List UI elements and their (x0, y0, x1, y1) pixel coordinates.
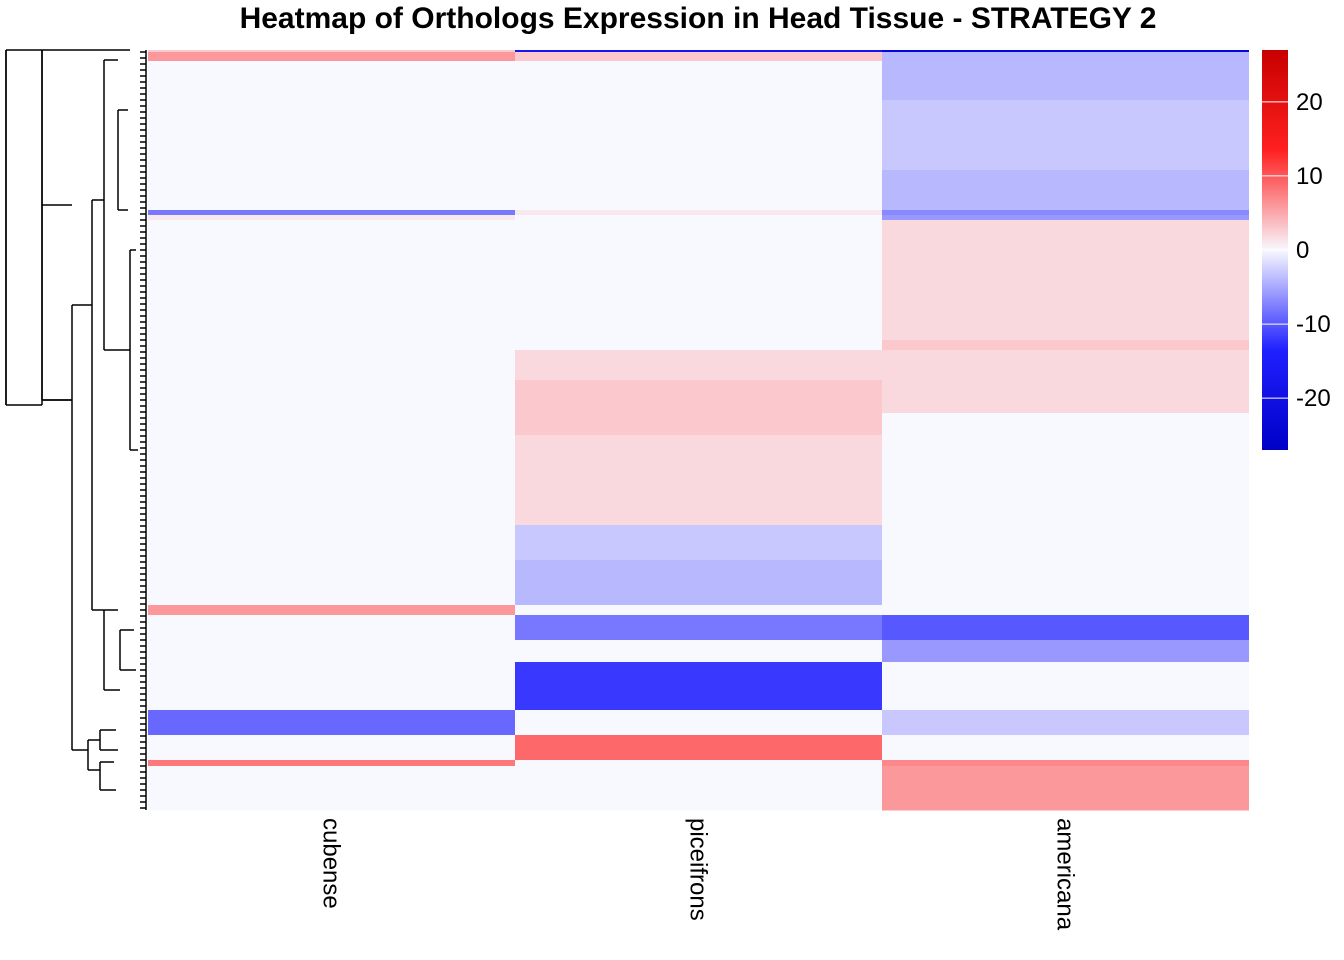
heatmap-cell-piceifrons-block-21 (515, 735, 882, 761)
heatmap-cell-cubense-block-16 (148, 605, 515, 616)
colorbar-tick-label: -10 (1296, 311, 1331, 338)
heatmap-cell-piceifrons-block-22 (515, 760, 882, 767)
heatmap-cell-americana-block-6 (882, 215, 1249, 221)
heatmap-cell-piceifrons-block-12 (515, 413, 882, 436)
heatmap-cell-piceifrons-block-2 (515, 61, 882, 101)
heatmap-cell-cubense-block-18 (148, 640, 515, 663)
heatmap-cell-piceifrons-block-15 (515, 560, 882, 606)
heatmap-cell-americana-block-13 (882, 435, 1249, 526)
heatmap-cell-cubense-block-19 (148, 662, 515, 711)
heatmap-cell-piceifrons-block-16 (515, 605, 882, 616)
heatmap-cell-cubense-block-9 (148, 340, 515, 351)
heatmap-cell-americana-block-0 (882, 50, 1249, 53)
heatmap-cell-cubense-block-20 (148, 710, 515, 736)
heatmap-cell-cubense-block-2 (148, 61, 515, 101)
heatmap-cell-americana-block-11 (882, 380, 1249, 414)
heatmap-cell-piceifrons-block-7 (515, 220, 882, 266)
colorbar-tick-label: -20 (1296, 385, 1331, 412)
column-label-cubense: cubense (318, 818, 345, 909)
heatmap-cell-americana-block-16 (882, 605, 1249, 616)
heatmap-cell-americana-block-14 (882, 525, 1249, 561)
heatmap-cell-americana-block-12 (882, 413, 1249, 436)
heatmap-cell-cubense-block-7 (148, 220, 515, 266)
heatmap-cell-americana-block-3 (882, 100, 1249, 171)
heatmap-cell-americana-block-10 (882, 350, 1249, 381)
heatmap-cell-cubense-block-10 (148, 350, 515, 381)
heatmap-cell-piceifrons-block-9 (515, 340, 882, 351)
heatmap-cell-piceifrons-block-3 (515, 100, 882, 171)
heatmap-cell-cubense-block-15 (148, 560, 515, 606)
heatmap-cell-cubense-block-23 (148, 766, 515, 811)
heatmap-cell-cubense-block-17 (148, 615, 515, 641)
heatmap-cell-cubense-block-12 (148, 413, 515, 436)
heatmap-cell-americana-block-8 (882, 265, 1249, 341)
heatmap-cell-cubense-block-13 (148, 435, 515, 526)
heatmap-cell-americana-block-22 (882, 760, 1249, 767)
heatmap-cell-cubense-block-11 (148, 380, 515, 414)
heatmap-cell-piceifrons-block-14 (515, 525, 882, 561)
heatmap-cell-cubense-block-14 (148, 525, 515, 561)
heatmap-cell-cubense-block-21 (148, 735, 515, 761)
heatmap-cell-piceifrons-block-5 (515, 210, 882, 216)
heatmap-cell-cubense-block-22 (148, 760, 515, 767)
heatmap-cell-cubense-block-3 (148, 100, 515, 171)
heatmap-cell-americana-block-7 (882, 220, 1249, 266)
heatmap-cell-americana-block-17 (882, 615, 1249, 641)
heatmap-cell-cubense-block-6 (148, 215, 515, 221)
heatmap-cell-piceifrons-block-0 (515, 50, 882, 53)
heatmap-cell-cubense-block-5 (148, 210, 515, 216)
heatmap-cell-americana-block-4 (882, 170, 1249, 211)
heatmap-cell-americana-block-15 (882, 560, 1249, 606)
heatmap-cell-americana-block-19 (882, 662, 1249, 711)
colorbar: 20 10 0 -10 -20 (1262, 50, 1331, 450)
heatmap-cell-piceifrons-block-10 (515, 350, 882, 381)
heatmap-cell-piceifrons-block-19 (515, 662, 882, 711)
heatmap-cell-piceifrons-block-1 (515, 52, 882, 62)
heatmap-cell-cubense-block-1 (148, 52, 515, 62)
heatmap-cell-piceifrons-block-8 (515, 265, 882, 341)
heatmap-cell-americana-block-2 (882, 61, 1249, 101)
colorbar-tick-label: 0 (1296, 237, 1309, 264)
heatmap-cell-americana-block-18 (882, 640, 1249, 663)
heatmap-cell-piceifrons-block-20 (515, 710, 882, 736)
column-label-piceifrons: piceifrons (685, 818, 712, 921)
column-labels: cubense piceifrons americana (318, 818, 1079, 931)
heatmap-cell-americana-block-9 (882, 340, 1249, 351)
heatmap-cell-americana-block-23 (882, 766, 1249, 811)
heatmap-cell-cubense-block-0 (148, 50, 515, 53)
heatmap-cell-americana-block-5 (882, 210, 1249, 216)
heatmap-cells (148, 50, 1249, 811)
heatmap-cell-piceifrons-block-6 (515, 215, 882, 221)
heatmap-cell-cubense-block-4 (148, 170, 515, 211)
column-label-americana: americana (1052, 818, 1079, 931)
heatmap-cell-piceifrons-block-23 (515, 766, 882, 811)
heatmap-cell-piceifrons-block-18 (515, 640, 882, 663)
chart-title: Heatmap of Orthologs Expression in Head … (239, 2, 1157, 35)
colorbar-tick-label: 20 (1296, 89, 1323, 116)
heatmap-cell-americana-block-21 (882, 735, 1249, 761)
row-dendrogram (5, 49, 147, 810)
heatmap-cell-piceifrons-block-13 (515, 435, 882, 526)
heatmap-cell-cubense-block-8 (148, 265, 515, 341)
heatmap-cell-americana-block-1 (882, 52, 1249, 62)
heatmap-cell-piceifrons-block-11 (515, 380, 882, 414)
colorbar-tick-label: 10 (1296, 163, 1323, 190)
heatmap-cell-piceifrons-block-17 (515, 615, 882, 641)
heatmap-cell-piceifrons-block-4 (515, 170, 882, 211)
heatmap-cell-americana-block-20 (882, 710, 1249, 736)
